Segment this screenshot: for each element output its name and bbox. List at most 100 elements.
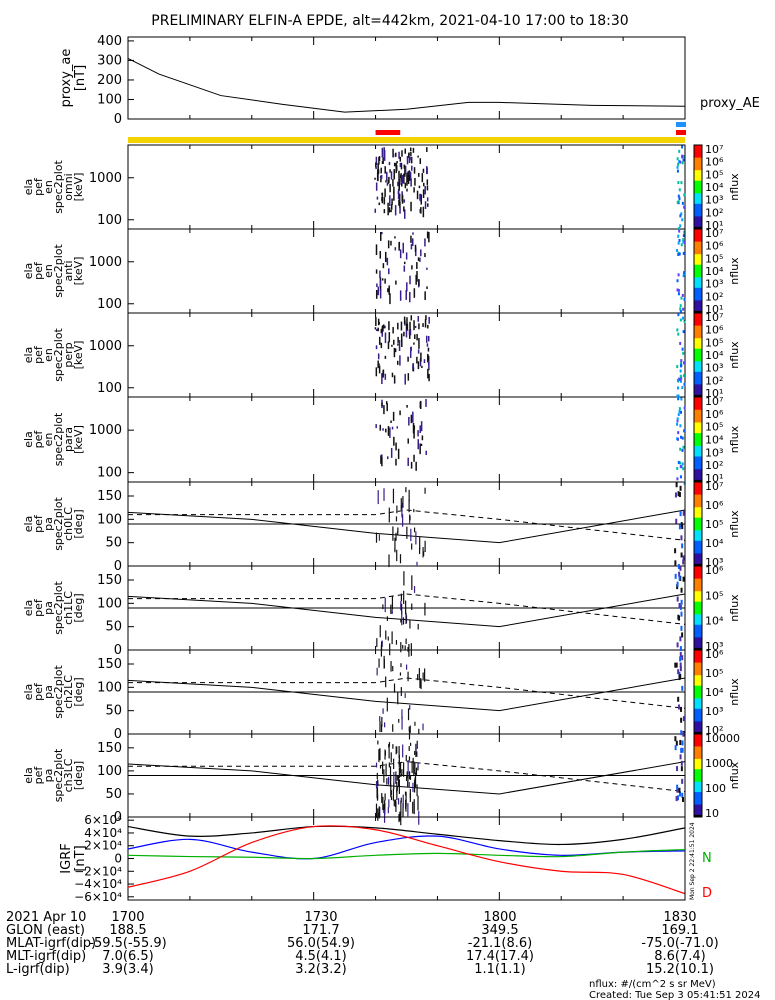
pitch-angle-pixel [381, 716, 383, 727]
spectrogram-pixel [679, 341, 682, 345]
colorbar-label: nflux [728, 425, 741, 453]
pitch-angle-pixel [408, 771, 411, 780]
colorbar-cell [694, 346, 702, 350]
pitch-angle-pixel [384, 722, 386, 728]
footer-cell: 8.6(7.4) [654, 949, 706, 964]
colorbar-cell [694, 740, 702, 743]
spectrogram-pixel [676, 165, 679, 169]
colorbar-tick-label: 10⁷ [705, 395, 723, 408]
pitch-angle-pixel [380, 724, 383, 733]
pitch-angle-pixel [675, 662, 678, 668]
pitch-angle-pixel [396, 774, 398, 781]
spectrogram-pixel [400, 321, 403, 331]
spectrogram-pixel [413, 425, 416, 430]
colorbar-cell [694, 435, 702, 438]
colorbar-tick-label: 10⁵ [705, 168, 723, 181]
blue-marker [676, 122, 686, 127]
spectrogram-pixel [408, 170, 411, 181]
pitch-angle-pixel [390, 661, 392, 672]
pitch-angle-pixel [388, 744, 390, 748]
colorbar-cell [694, 260, 702, 264]
pitch-angle-pixel [390, 796, 393, 801]
footer-cell: 3.9(3.4) [102, 962, 154, 977]
colorbar-cell [694, 500, 702, 504]
spectrogram-pixel [404, 182, 407, 189]
spectrogram-pixel [410, 235, 412, 243]
colorbar-cell [694, 191, 702, 194]
colorbar-cell [694, 783, 702, 787]
pitch-angle-pixel [386, 616, 388, 621]
spectrogram-pixel [676, 288, 679, 292]
colorbar-cell [694, 812, 702, 816]
pitch-angle-pixel [390, 752, 392, 763]
colorbar-cell [694, 401, 702, 404]
ylabel-line: spec2plot [52, 497, 65, 551]
colorbar-cell [694, 201, 702, 205]
igrf-tick-label: −2×10⁴ [74, 864, 122, 878]
pitch-angle-pixel [409, 775, 412, 780]
colorbar-label: nflux [728, 510, 741, 538]
ylabel-line: ela [22, 600, 35, 617]
anti-loss-cone-line [128, 761, 686, 793]
pitch-angle-pixel [676, 596, 679, 602]
ylabel-line: en [42, 433, 55, 447]
pitch-angle-pixel [414, 721, 416, 726]
pitch-angle-pixel [418, 728, 420, 734]
colorbar-tick-label: 10⁴ [705, 181, 724, 194]
pitch-angle-pixel [400, 811, 402, 826]
ylabel-line: pef [32, 514, 45, 533]
spectrogram-pixel [381, 147, 384, 158]
red-zone-dash [397, 130, 401, 135]
spectrogram-pixel [676, 437, 679, 441]
colorbar-tick-label: 10⁴ [705, 349, 724, 362]
pitch-angle-pixel [405, 798, 407, 812]
spectrogram-pixel [676, 386, 679, 390]
colorbar-cell [694, 458, 702, 462]
pitch-angle-pixel [680, 552, 683, 558]
colorbar-cell [694, 713, 702, 716]
colorbar-cell [694, 683, 702, 687]
pitch-angle-pixel [391, 610, 393, 614]
spectrogram-pixel [393, 169, 395, 180]
pitch-angle-pixel [402, 514, 404, 527]
igrf-tick-label: 4×10⁴ [84, 826, 122, 840]
colorbar-cell [694, 210, 702, 213]
pitch-angle-pixel [383, 804, 385, 814]
pitch-angle-pixel [401, 603, 403, 615]
colorbar-cell [694, 285, 702, 289]
spectrogram-pixel [397, 189, 400, 200]
colorbar-cell [694, 654, 702, 657]
spectrogram-pixel [416, 356, 418, 364]
colorbar-cell [694, 357, 702, 360]
spectrogram-pixel [679, 304, 682, 308]
colorbar-cell [694, 157, 702, 161]
pitch-angle-pixel [393, 683, 396, 693]
pitch-angle-pixel [402, 496, 404, 508]
footer-cell: 1700 [111, 910, 144, 925]
spectrogram-pixel [383, 197, 386, 205]
pitch-angle-pixel [420, 678, 422, 690]
pitch-angle-pixel [398, 779, 400, 795]
spectrogram-pixel [398, 181, 400, 191]
colorbar-cell [694, 614, 702, 617]
colorbar-cell [694, 420, 702, 423]
spectrogram-pixel [381, 192, 384, 204]
spectrogram-pixel [413, 320, 415, 331]
spectrogram-pixel [419, 257, 421, 262]
ylabel-line: para [62, 427, 75, 452]
colorbar-cell [694, 570, 702, 573]
pitch-angle-pixel [418, 811, 420, 825]
pitch-angle-pixel [682, 559, 685, 565]
pitch-angle-pixel [392, 724, 394, 732]
colorbar-cell [694, 524, 702, 527]
colorbar-cell [694, 469, 702, 472]
spectrogram-pixel [421, 365, 423, 369]
colorbar-cell [694, 189, 702, 192]
colorbar-cell [694, 414, 702, 417]
colorbar-tick-label: 10⁵ [705, 589, 723, 602]
igrf-series-line [127, 835, 686, 860]
pitch-angle-pixel [379, 764, 382, 769]
pitch-angle-pixel [387, 807, 389, 814]
pitch-angle-pixel [417, 762, 419, 768]
ylabel-line: [deg] [72, 593, 85, 622]
